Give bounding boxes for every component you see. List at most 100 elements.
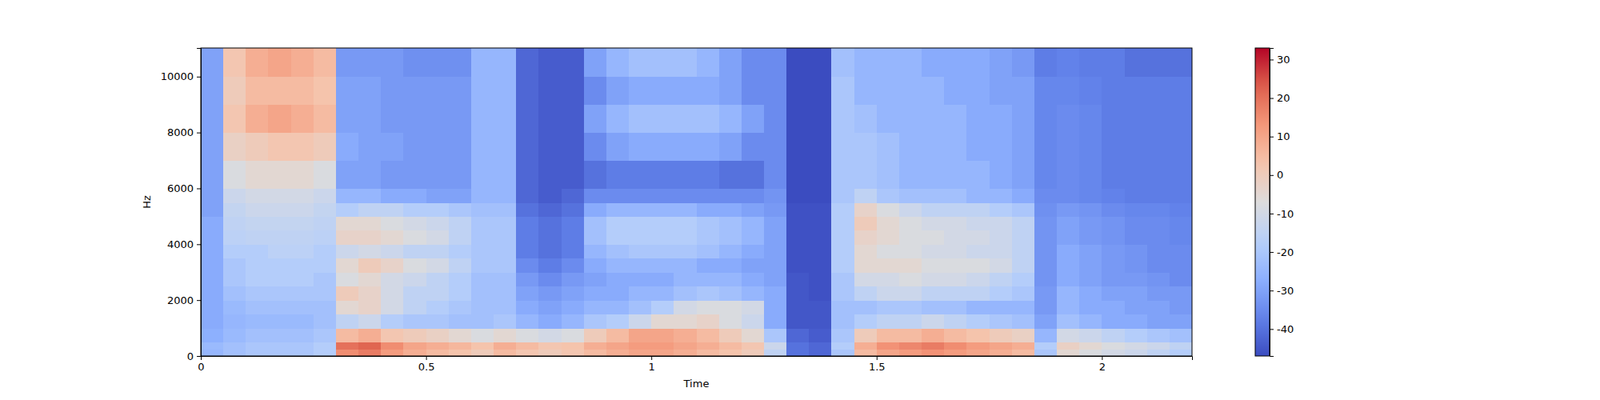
cell (268, 188, 292, 203)
cell (808, 348, 832, 356)
cell (651, 286, 675, 301)
cell (966, 300, 990, 315)
cell (448, 188, 472, 203)
x-axis-line (201, 356, 1193, 361)
cell (1079, 216, 1103, 231)
cell (448, 300, 472, 315)
cell (989, 272, 1013, 287)
cell (764, 216, 788, 231)
cell (989, 348, 1013, 356)
cell (876, 258, 900, 273)
cell (1056, 272, 1080, 287)
y-tick-mark (196, 356, 201, 357)
cell (651, 202, 675, 217)
cell (786, 342, 810, 350)
cell (1101, 160, 1125, 190)
cell (628, 348, 652, 356)
cell (358, 104, 382, 134)
cell (358, 300, 382, 315)
cell (291, 104, 315, 134)
cell (245, 132, 269, 162)
cell (628, 202, 652, 217)
cell (584, 314, 608, 329)
cell (1124, 76, 1148, 106)
cell (606, 188, 630, 203)
cell (808, 230, 832, 245)
cell (538, 76, 562, 106)
cell (1034, 132, 1058, 162)
cell (426, 258, 450, 273)
cell (1147, 132, 1171, 162)
cell (516, 104, 540, 134)
cell (899, 230, 923, 245)
cell (245, 76, 269, 106)
cell (200, 216, 224, 231)
cell (628, 160, 652, 190)
chart: 00.511.520200040006000800010000TimeHz-40… (0, 0, 1600, 400)
cell (673, 272, 697, 287)
cell (516, 328, 540, 343)
cell (1147, 272, 1171, 287)
cell (200, 230, 224, 245)
cell (651, 342, 675, 350)
cell (380, 258, 404, 273)
cell (403, 160, 427, 190)
cell (1056, 216, 1080, 231)
cell (831, 132, 855, 162)
x-tick-mark (876, 356, 878, 360)
cell (1079, 348, 1103, 356)
cell (1034, 230, 1058, 245)
cell (764, 132, 788, 162)
cell (584, 286, 608, 301)
cell (786, 328, 810, 343)
colorbar-tick: -40 (1269, 323, 1294, 336)
cell (1056, 328, 1080, 343)
y-tick: 0 (187, 350, 201, 363)
cell (268, 286, 292, 301)
cell (1147, 216, 1171, 231)
cell (358, 160, 382, 190)
cell (516, 188, 540, 203)
cell (651, 132, 675, 162)
cell (696, 258, 720, 273)
colorbar-tick-label: 10 (1276, 130, 1291, 143)
cell (1056, 286, 1080, 301)
cell (358, 230, 382, 245)
cell (764, 160, 788, 190)
cell (1101, 132, 1125, 162)
cell (966, 216, 990, 231)
cell (606, 132, 630, 162)
cell (471, 230, 495, 245)
cell (1012, 230, 1036, 245)
cell (966, 286, 990, 301)
cell (358, 48, 382, 77)
cell (966, 244, 990, 259)
cell (764, 314, 788, 329)
cell (313, 314, 337, 329)
cell (1147, 104, 1171, 134)
cell (291, 342, 315, 350)
cell (493, 348, 517, 356)
cell (584, 76, 608, 106)
cell (606, 272, 630, 287)
cell (1101, 216, 1125, 231)
colorbar-tick: -20 (1269, 246, 1294, 259)
cell (1034, 272, 1058, 287)
cell (245, 328, 269, 343)
cell (223, 272, 247, 287)
cell (291, 132, 315, 162)
y-tick-mark (196, 244, 201, 245)
cell (899, 244, 923, 259)
cell (944, 300, 968, 315)
cell (493, 76, 517, 106)
colorbar-tick-mark (1269, 290, 1274, 292)
cell (651, 272, 675, 287)
cell (561, 300, 585, 315)
cell (336, 160, 360, 190)
cell (719, 244, 743, 259)
cell (876, 48, 900, 77)
cell (561, 188, 585, 203)
cell (1124, 258, 1148, 273)
cell (268, 348, 292, 356)
cell (899, 48, 923, 77)
